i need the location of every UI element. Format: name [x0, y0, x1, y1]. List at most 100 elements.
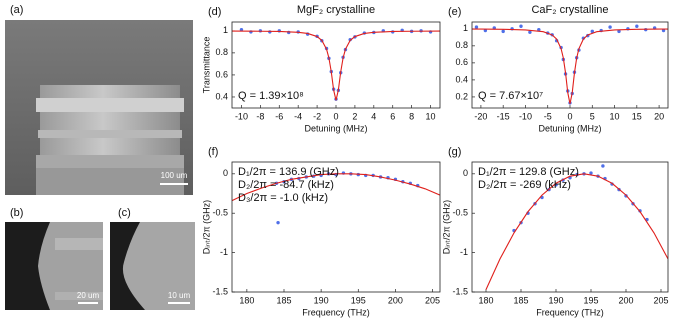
y-axis-label: Dᵢₙₜ/2π (GHz)	[201, 200, 211, 254]
y-axis-label: Dᵢₙₜ/2π (GHz)	[441, 200, 451, 254]
x-tick-label: 6	[390, 111, 395, 121]
panel-label: (c)	[118, 207, 131, 219]
annotation: D₂/2π = -269 (kHz)	[478, 179, 571, 191]
panel-label: (b)	[10, 207, 23, 219]
annotation: D₁/2π = 136.9 (GHz)	[238, 166, 339, 178]
x-tick-label: 195	[351, 295, 366, 305]
scale-bar	[78, 302, 98, 304]
y-tick-label: 0.6	[455, 57, 468, 67]
scale-bar-label: 100 um	[161, 171, 188, 180]
data-point	[474, 25, 479, 29]
data-point	[608, 25, 612, 29]
panel-label: (d)	[208, 6, 221, 18]
data-point	[537, 27, 541, 32]
sem-image-a	[5, 20, 193, 195]
y-tick-label: 0	[223, 168, 228, 178]
x-tick-label: -2	[313, 111, 321, 121]
scale-bar-label: 10 um	[168, 291, 191, 300]
y-axis-label: Transmittance	[201, 37, 211, 94]
plot-frame	[231, 21, 441, 109]
x-tick-label: 195	[583, 295, 598, 305]
y-tick-label: 0.4	[215, 91, 228, 101]
y-tick-label: 0.2	[455, 91, 468, 101]
x-tick-label: 4	[371, 111, 376, 121]
chart-title: CaF₂ crystalline	[531, 4, 608, 16]
x-tick-label: 200	[618, 295, 633, 305]
x-tick-label: 5	[590, 111, 595, 121]
data-point	[617, 29, 621, 34]
x-tick-label: 10	[610, 111, 620, 121]
annotation: D₃/2π = -1.0 (kHz)	[238, 192, 328, 204]
sem-image-b	[5, 222, 103, 310]
data-point	[635, 24, 639, 28]
panel-label: (f)	[208, 146, 218, 158]
x-tick-label: 0	[567, 111, 572, 121]
scale-bar	[168, 302, 190, 304]
y-tick-label: 0.4	[455, 74, 468, 84]
x-tick-label: -20	[474, 111, 487, 121]
x-tick-label: 185	[276, 295, 291, 305]
fit-line	[472, 28, 668, 104]
panel-label: (a)	[10, 4, 23, 16]
x-tick-label: 190	[548, 295, 563, 305]
x-tick-label: -15	[497, 111, 510, 121]
x-tick-label: 200	[388, 295, 403, 305]
data-point	[528, 30, 532, 34]
x-tick-label: 205	[425, 295, 440, 305]
x-tick-label: 180	[239, 295, 254, 305]
data-point	[276, 220, 280, 225]
plot-frame	[471, 161, 669, 293]
data-point	[519, 24, 523, 28]
data-point	[348, 37, 352, 42]
x-tick-label: -10	[519, 111, 532, 121]
fit-line	[232, 30, 440, 101]
x-tick-label: -4	[294, 111, 302, 121]
x-tick-label: 0	[333, 111, 338, 121]
x-tick-label: -8	[256, 111, 264, 121]
x-tick-label: 15	[632, 111, 642, 121]
scale-bar-label: 20 um	[77, 291, 100, 300]
x-tick-label: -5	[544, 111, 552, 121]
x-axis-label: Detuning (MHz)	[538, 123, 601, 133]
data-point	[501, 29, 505, 34]
x-tick-label: 8	[409, 111, 414, 121]
x-tick-label: 2	[352, 111, 357, 121]
data-point	[661, 28, 666, 33]
x-tick-label: 20	[654, 111, 664, 121]
y-tick-label: -1	[220, 247, 228, 257]
y-tick-label: 1	[223, 25, 228, 35]
y-tick-label: -1.5	[212, 286, 228, 296]
data-point	[601, 164, 605, 168]
x-tick-label: 10	[426, 111, 436, 121]
scale-bar	[160, 183, 188, 185]
y-tick-label: 0.8	[215, 47, 228, 57]
plot-frame	[231, 161, 441, 293]
x-tick-label: 205	[653, 295, 668, 305]
data-point	[589, 171, 593, 175]
annotation: D₁/2π = 129.8 (GHz)	[478, 166, 579, 178]
x-tick-label: 185	[513, 295, 528, 305]
data-point	[590, 29, 594, 34]
annotation: D₂/2π = -84.7 (kHz)	[238, 179, 334, 191]
fit-line	[232, 173, 440, 202]
y-tick-label: -1.5	[452, 286, 468, 296]
panel-label: (e)	[448, 6, 461, 18]
y-tick-label: -1	[460, 247, 468, 257]
plot-frame	[471, 21, 669, 109]
chart-title: MgF₂ crystalline	[297, 4, 375, 16]
x-tick-label: -10	[235, 111, 248, 121]
panel-label: (g)	[448, 146, 461, 158]
y-tick-label: -0.5	[452, 208, 468, 218]
x-tick-label: -6	[275, 111, 283, 121]
y-tick-label: 1	[463, 23, 468, 33]
y-tick-label: 0.8	[455, 40, 468, 50]
y-tick-label: 0	[463, 168, 468, 178]
y-tick-label: 0.6	[215, 69, 228, 79]
fit-line	[485, 173, 668, 290]
x-tick-label: 190	[314, 295, 329, 305]
annotation: Q = 1.39×10⁸	[238, 90, 304, 102]
y-tick-label: -0.5	[212, 208, 228, 218]
x-axis-label: Detuning (MHz)	[304, 123, 367, 133]
x-axis-label: Frequency (THz)	[302, 307, 370, 317]
